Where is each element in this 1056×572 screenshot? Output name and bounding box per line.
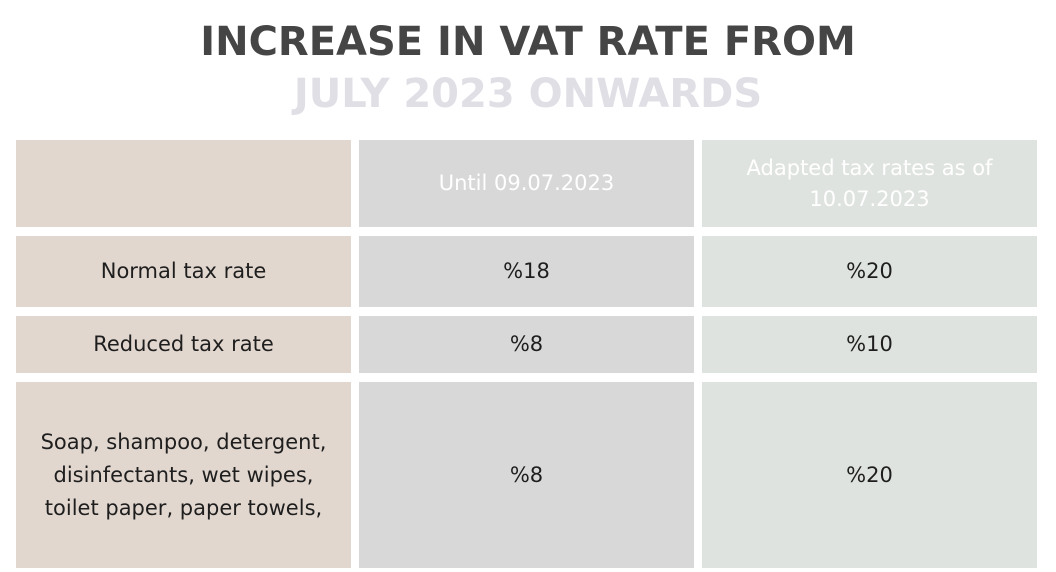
row-label-hygiene: Soap, shampoo, detergent, disinfectants,… <box>16 382 351 568</box>
header-empty-cell <box>16 140 351 227</box>
vat-table: Until 09.07.2023 Adapted tax rates as of… <box>16 140 1037 568</box>
header-adapted-cell: Adapted tax rates as of 10.07.2023 <box>702 140 1037 227</box>
row-until-hygiene: %8 <box>359 382 694 568</box>
header-until-cell: Until 09.07.2023 <box>359 140 694 227</box>
header-adapted-label: Adapted tax rates as of 10.07.2023 <box>746 155 993 211</box>
row-until-normal: %18 <box>359 236 694 307</box>
title-line-2: JULY 2023 ONWARDS <box>293 71 763 117</box>
row-adapted-reduced: %10 <box>702 316 1037 373</box>
row-adapted-normal: %20 <box>702 236 1037 307</box>
title-line-1: INCREASE IN VAT RATE FROM <box>200 19 856 65</box>
row-adapted-hygiene: %20 <box>702 382 1037 568</box>
row-label-reduced: Reduced tax rate <box>16 316 351 373</box>
row-until-reduced: %8 <box>359 316 694 373</box>
row-label-normal: Normal tax rate <box>16 236 351 307</box>
